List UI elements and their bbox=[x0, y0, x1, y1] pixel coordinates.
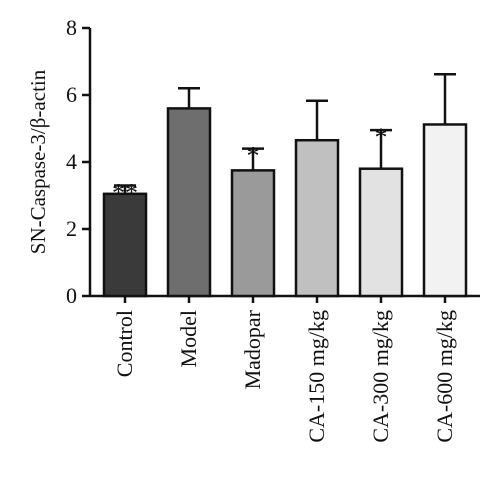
bar bbox=[358, 167, 404, 298]
y-tick-label: 0 bbox=[66, 283, 77, 308]
y-axis-title: SN-Caspase-3/β-actin bbox=[26, 69, 50, 254]
significance-label: * bbox=[247, 142, 260, 171]
category-label: CA-150 mg/kg bbox=[304, 310, 329, 443]
category-label: CA-600 mg/kg bbox=[432, 310, 457, 443]
axes: 0 2 4 6 8 bbox=[66, 15, 480, 308]
y-tick-label: 4 bbox=[66, 149, 77, 174]
significance-label: ** bbox=[112, 178, 138, 207]
bar bbox=[294, 138, 340, 298]
y-tick-label: 2 bbox=[66, 216, 77, 241]
y-tick-label: 8 bbox=[66, 15, 77, 40]
category-label: Model bbox=[176, 310, 201, 367]
category-label: Control bbox=[112, 310, 137, 377]
bar bbox=[422, 123, 468, 298]
y-tick-label: 6 bbox=[66, 82, 77, 107]
bar bbox=[102, 192, 148, 298]
category-label: CA-300 mg/kg bbox=[368, 310, 393, 443]
bar bbox=[230, 169, 276, 298]
significance-label: * bbox=[375, 123, 388, 152]
bar bbox=[166, 107, 212, 298]
category-label: Madopar bbox=[240, 309, 265, 389]
labels: ** Control Model * Madopar CA-150 mg/kg * CA-30… bbox=[112, 123, 457, 442]
bars bbox=[102, 72, 468, 298]
